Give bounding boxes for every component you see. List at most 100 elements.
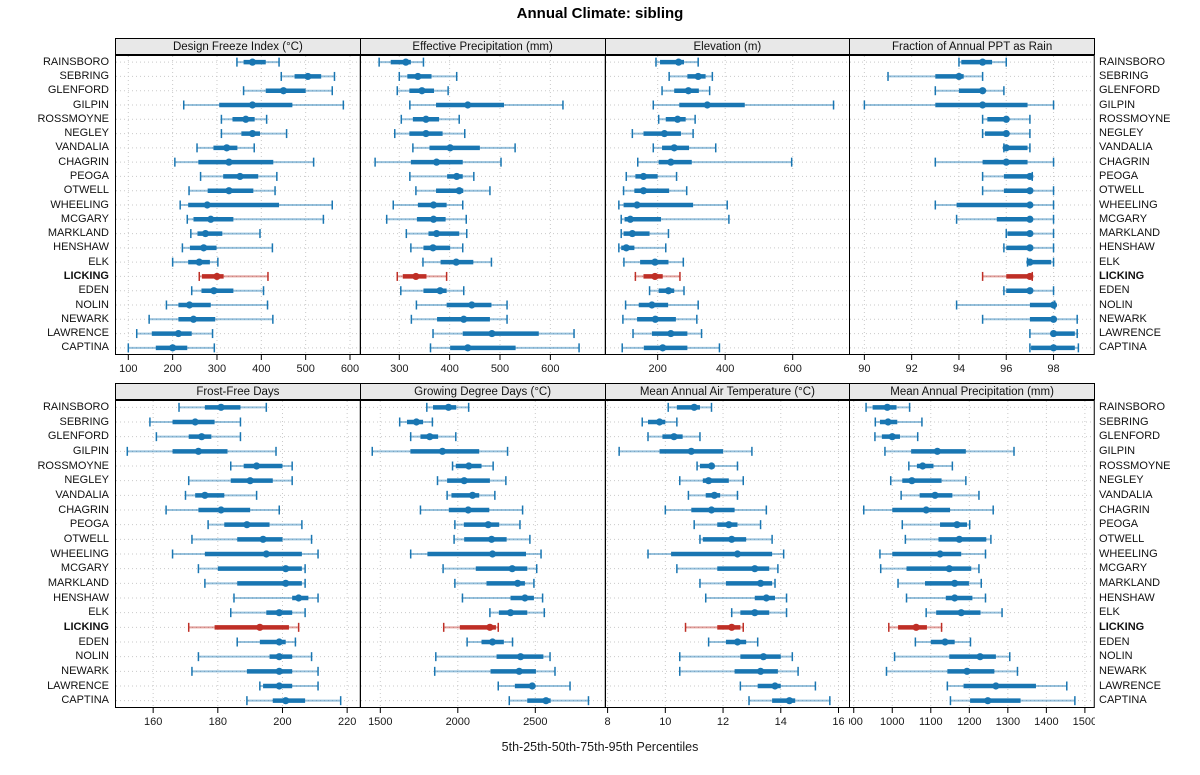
panel-frost-free-days: 160 180 200 220 bbox=[115, 400, 361, 728]
site-label-right-mcgary: MCGARY bbox=[1099, 562, 1148, 575]
site-label-left-rossmoyne: ROSSMOYNE bbox=[37, 112, 109, 125]
panel-strip-mean-annual-precipitation-mm: Mean Annual Precipitation (mm) bbox=[849, 383, 1095, 400]
site-label-left-vandalia: VANDALIA bbox=[55, 488, 109, 501]
site-label-left-lawrence: LAWRENCE bbox=[47, 327, 109, 340]
site-label-left-gilpin: GILPIN bbox=[72, 444, 109, 457]
site-label-right-rainsboro: RAINSBORO bbox=[1099, 400, 1166, 413]
site-label-right-otwell: OTWELL bbox=[1099, 532, 1145, 545]
site-label-right-newark: NEWARK bbox=[1099, 664, 1147, 677]
site-label-left-chagrin: CHAGRIN bbox=[58, 503, 109, 516]
site-label-left-rossmoyne: ROSSMOYNE bbox=[37, 459, 109, 472]
panel-strip-fraction-of-annual-ppt-as-rain: Fraction of Annual PPT as Rain bbox=[849, 38, 1095, 55]
site-label-right-lawrence: LAWRENCE bbox=[1099, 327, 1161, 340]
site-label-right-wheeling: WHEELING bbox=[1099, 198, 1158, 211]
panel-strip-design-freeze-index-c: Design Freeze Index (°C) bbox=[115, 38, 361, 55]
site-label-left-nolin: NOLIN bbox=[75, 298, 109, 311]
site-label-left-eden: EDEN bbox=[78, 284, 109, 297]
site-label-left-vandalia: VANDALIA bbox=[55, 141, 109, 154]
site-label-left-elk: ELK bbox=[88, 606, 109, 619]
site-label-right-nolin: NOLIN bbox=[1099, 650, 1133, 663]
panel-strip-mean-annual-air-temperature-c: Mean Annual Air Temperature (°C) bbox=[604, 383, 851, 400]
svg-text:1400: 1400 bbox=[1034, 716, 1058, 728]
site-label-right-rossmoyne: ROSSMOYNE bbox=[1099, 459, 1171, 472]
svg-text:1100: 1100 bbox=[919, 716, 943, 728]
site-label-right-mcgary: MCGARY bbox=[1099, 212, 1148, 225]
site-label-left-captina: CAPTINA bbox=[61, 341, 109, 354]
site-label-right-wheeling: WHEELING bbox=[1099, 547, 1158, 560]
figure-caption: 5th-25th-50th-75th-95th Percentiles bbox=[501, 740, 699, 754]
panel-growing-degree-days-c: 1500 2000 2500 bbox=[359, 400, 606, 728]
site-label-left-glenford: GLENFORD bbox=[47, 84, 109, 97]
site-label-left-chagrin: CHAGRIN bbox=[58, 155, 109, 168]
panel-effective-precipitation-mm: 300 400 500 600 bbox=[359, 55, 606, 375]
svg-text:300: 300 bbox=[208, 363, 226, 375]
site-label-right-gilpin: GILPIN bbox=[1099, 98, 1136, 111]
site-label-left-mcgary: MCGARY bbox=[60, 212, 109, 225]
site-label-left-sebring: SEBRING bbox=[59, 415, 109, 428]
svg-text:1000: 1000 bbox=[880, 716, 904, 728]
svg-text:1500: 1500 bbox=[368, 716, 392, 728]
panel-mean-annual-air-temperature-c: 8 10 12 14 16 bbox=[604, 400, 851, 728]
site-label-left-newark: NEWARK bbox=[61, 664, 109, 677]
site-label-right-henshaw: HENSHAW bbox=[1099, 591, 1155, 604]
svg-text:400: 400 bbox=[252, 363, 270, 375]
site-label-left-rainsboro: RAINSBORO bbox=[42, 55, 109, 68]
site-label-left-wheeling: WHEELING bbox=[50, 547, 109, 560]
site-label-left-licking: LICKING bbox=[63, 269, 109, 282]
site-label-right-eden: EDEN bbox=[1099, 635, 1130, 648]
svg-text:300: 300 bbox=[390, 363, 408, 375]
site-label-left-henshaw: HENSHAW bbox=[53, 591, 109, 604]
svg-text:1200: 1200 bbox=[957, 716, 981, 728]
svg-text:92: 92 bbox=[906, 363, 918, 375]
site-label-right-nolin: NOLIN bbox=[1099, 298, 1133, 311]
site-label-right-chagrin: CHAGRIN bbox=[1099, 503, 1150, 516]
site-label-left-wheeling: WHEELING bbox=[50, 198, 109, 211]
site-label-left-rainsboro: RAINSBORO bbox=[42, 400, 109, 413]
svg-text:180: 180 bbox=[209, 716, 227, 728]
site-label-right-markland: MARKLAND bbox=[1099, 227, 1161, 240]
panel-strip-elevation-m: Elevation (m) bbox=[604, 38, 851, 55]
panel-elevation-m: 200 400 600 bbox=[604, 55, 851, 375]
site-label-right-glenford: GLENFORD bbox=[1099, 430, 1161, 443]
site-label-left-negley: NEGLEY bbox=[64, 474, 109, 487]
site-label-left-markland: MARKLAND bbox=[47, 227, 109, 240]
svg-text:220: 220 bbox=[338, 716, 356, 728]
svg-text:200: 200 bbox=[163, 363, 181, 375]
site-label-right-gilpin: GILPIN bbox=[1099, 444, 1136, 457]
site-label-right-vandalia: VANDALIA bbox=[1099, 488, 1153, 501]
svg-text:16: 16 bbox=[832, 716, 844, 728]
site-label-right-licking: LICKING bbox=[1099, 620, 1145, 633]
site-label-right-eden: EDEN bbox=[1099, 284, 1130, 297]
site-label-left-glenford: GLENFORD bbox=[47, 430, 109, 443]
site-label-left-mcgary: MCGARY bbox=[60, 562, 109, 575]
site-label-right-vandalia: VANDALIA bbox=[1099, 141, 1153, 154]
svg-text:90: 90 bbox=[858, 363, 870, 375]
svg-text:200: 200 bbox=[273, 716, 291, 728]
svg-text:2500: 2500 bbox=[523, 716, 547, 728]
site-label-right-captina: CAPTINA bbox=[1099, 341, 1147, 354]
panel-strip-growing-degree-days-c: Growing Degree Days (°C) bbox=[359, 383, 606, 400]
svg-text:2000: 2000 bbox=[445, 716, 469, 728]
svg-text:160: 160 bbox=[144, 716, 162, 728]
site-label-left-licking: LICKING bbox=[63, 620, 109, 633]
site-label-right-elk: ELK bbox=[1099, 606, 1120, 619]
svg-text:94: 94 bbox=[953, 363, 965, 375]
svg-text:200: 200 bbox=[648, 363, 666, 375]
svg-text:14: 14 bbox=[774, 716, 786, 728]
site-label-left-markland: MARKLAND bbox=[47, 576, 109, 589]
svg-text:600: 600 bbox=[341, 363, 359, 375]
panel-mean-annual-precipitation-mm: 900 1000 1100 1200 1300 1400 1500 bbox=[849, 400, 1095, 728]
site-label-left-henshaw: HENSHAW bbox=[53, 241, 109, 254]
site-label-left-elk: ELK bbox=[88, 255, 109, 268]
site-label-left-peoga: PEOGA bbox=[69, 518, 109, 531]
svg-text:8: 8 bbox=[605, 716, 611, 728]
site-label-right-licking: LICKING bbox=[1099, 269, 1145, 282]
svg-text:900: 900 bbox=[849, 716, 863, 728]
site-label-left-otwell: OTWELL bbox=[63, 184, 109, 197]
site-label-right-lawrence: LAWRENCE bbox=[1099, 679, 1161, 692]
site-label-right-negley: NEGLEY bbox=[1099, 127, 1144, 140]
svg-text:600: 600 bbox=[783, 363, 801, 375]
site-label-right-rossmoyne: ROSSMOYNE bbox=[1099, 112, 1171, 125]
svg-text:1300: 1300 bbox=[996, 716, 1020, 728]
